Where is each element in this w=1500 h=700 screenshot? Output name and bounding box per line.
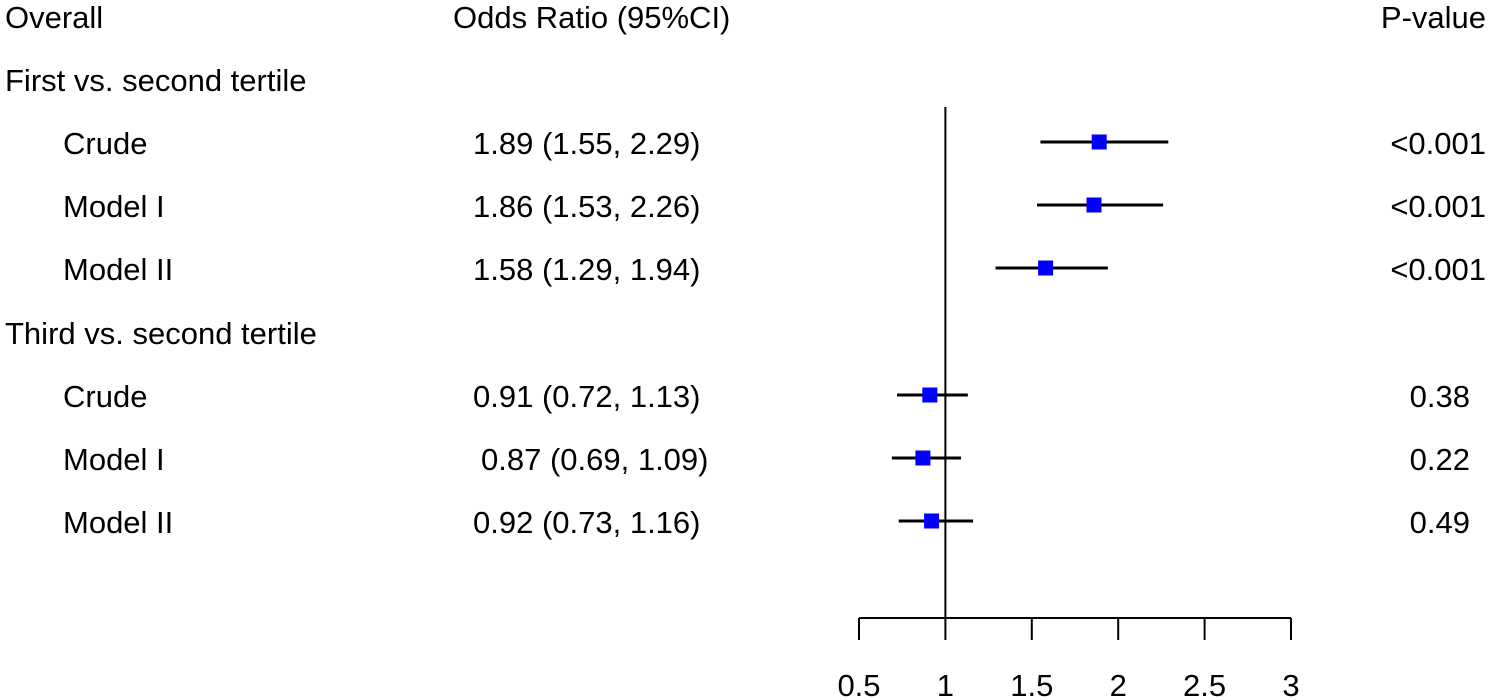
header-p-value: P-value: [1380, 0, 1486, 35]
x-axis-tick-label: 3: [1282, 668, 1299, 700]
header-odds-ratio: Odds Ratio (95%CI): [453, 0, 731, 35]
group-label-third-vs-second: Third vs. second tertile: [5, 316, 317, 351]
row-or-text: 0.91 (0.72, 1.13): [473, 379, 701, 414]
x-axis-tick-label: 2: [1110, 668, 1127, 700]
row-or-text: 1.86 (1.53, 2.26): [473, 189, 701, 224]
row-label: Model I: [63, 189, 165, 224]
row-label: Crude: [63, 379, 148, 414]
or-point-marker: [922, 387, 938, 403]
or-point-marker: [924, 513, 940, 529]
row-label: Model II: [63, 252, 174, 287]
row-or-text: 0.92 (0.73, 1.16): [473, 505, 701, 540]
or-point-marker: [1038, 260, 1054, 276]
row-label: Model I: [63, 442, 165, 477]
row-or-text: 0.87 (0.69, 1.09): [481, 442, 709, 477]
row-p-value: 0.22: [1409, 442, 1470, 477]
row-or-text: 1.89 (1.55, 2.29): [473, 126, 701, 161]
row-p-value: <0.001: [1390, 126, 1486, 161]
x-axis-tick-label: 2.5: [1183, 668, 1226, 700]
row-p-value: 0.38: [1409, 379, 1470, 414]
x-axis-tick-label: 0.5: [837, 668, 880, 700]
header-overall: Overall: [5, 0, 104, 35]
row-label: Model II: [63, 505, 174, 540]
or-point-marker: [1086, 197, 1102, 213]
row-p-value: <0.001: [1390, 252, 1486, 287]
row-p-value: <0.001: [1390, 189, 1486, 224]
row-or-text: 1.58 (1.29, 1.94): [473, 252, 701, 287]
row-p-value: 0.49: [1409, 505, 1470, 540]
or-point-marker: [1091, 134, 1107, 150]
row-label: Crude: [63, 126, 148, 161]
x-axis-tick-label: 1: [937, 668, 954, 700]
or-point-marker: [915, 450, 931, 466]
x-axis-tick-label: 1.5: [1010, 668, 1053, 700]
group-label-first-vs-second: First vs. second tertile: [5, 63, 307, 98]
